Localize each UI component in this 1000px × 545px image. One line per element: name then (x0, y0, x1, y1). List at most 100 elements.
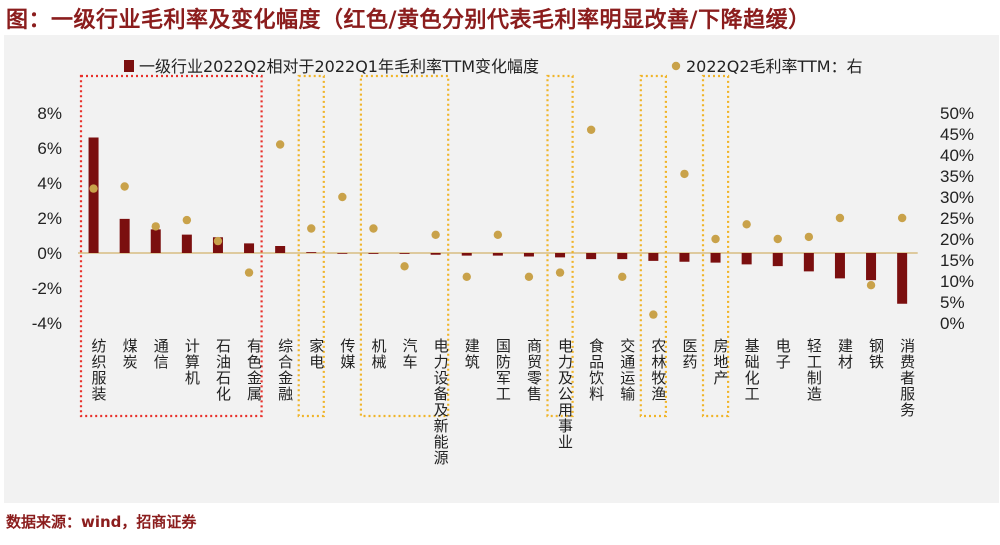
bar (586, 253, 597, 260)
left-axis-tick-label: -2% (32, 279, 62, 298)
bar (399, 253, 410, 254)
scatter-point (866, 281, 876, 290)
legend-dot-swatch (671, 61, 681, 71)
scatter-point (742, 220, 751, 229)
category-label: 家电 (307, 338, 325, 370)
category-label: 计算机 (183, 338, 201, 386)
figure-title: 图：一级行业毛利率及变化幅度（红色/黄色分别代表毛利率明显改善/下降趋缓） (6, 8, 811, 33)
bar (679, 253, 690, 262)
bar (275, 246, 286, 253)
scatter-point (338, 192, 347, 202)
scatter-point (431, 230, 440, 239)
bar (337, 253, 348, 254)
category-label: 交通运输 (618, 337, 636, 402)
legend-bar-label: 一级行业2022Q2相对于2022Q1年毛利率TTM变化幅度 (139, 57, 539, 76)
scatter-point (307, 224, 316, 233)
left-axis-tick-label: 8% (37, 104, 62, 123)
right-axis-tick-label: 20% (940, 230, 974, 249)
scatter-point (151, 222, 160, 231)
category-label: 商贸零售 (525, 338, 543, 402)
source-note: 数据来源：wind，招商证券 (6, 513, 197, 531)
right-axis-tick-label: 10% (940, 272, 974, 291)
scatter-point (275, 140, 285, 149)
right-axis-tick-label: 50% (940, 104, 974, 123)
scatter-point (89, 184, 98, 193)
category-label: 传媒 (338, 338, 356, 370)
legend-bar-swatch (124, 60, 134, 72)
right-axis-tick-label: 25% (940, 209, 974, 228)
bar (461, 253, 472, 256)
category-label: 有色金属 (245, 338, 263, 402)
right-axis-tick-label: 0% (940, 314, 965, 333)
scatter-point (586, 125, 596, 134)
right-axis-tick-label: 15% (940, 251, 974, 270)
category-label: 房地产 (712, 338, 730, 386)
slowing-decline-highlight-box (546, 74, 574, 418)
bar (88, 137, 99, 253)
category-label: 钢铁 (867, 338, 885, 370)
scatter-point (400, 262, 409, 271)
category-label: 通信 (152, 338, 170, 370)
bar (710, 253, 721, 263)
bar (306, 252, 317, 253)
category-label: 基础化工 (743, 338, 761, 402)
category-label: 电力设备及新能源 (432, 338, 450, 466)
slowing-decline-highlight-box (359, 74, 450, 418)
bar (244, 243, 255, 253)
scatter-point (711, 234, 720, 244)
right-axis-tick-label: 35% (940, 167, 974, 186)
category-label: 农林牧渔 (649, 338, 667, 402)
left-axis-tick-label: -4% (32, 314, 62, 333)
right-axis-tick-label: 40% (940, 146, 974, 165)
right-axis-tick-label: 45% (940, 125, 974, 144)
category-label: 建筑 (463, 338, 481, 370)
scatter-point (493, 230, 503, 239)
bar (803, 253, 814, 272)
category-label: 医药 (680, 338, 698, 370)
bar (617, 253, 628, 260)
bar (181, 234, 192, 253)
left-axis-tick-label: 2% (37, 209, 62, 228)
scatter-point (244, 268, 254, 277)
bar (119, 218, 130, 253)
slowing-decline-highlight-box (701, 74, 730, 418)
improvement-highlight-box (79, 74, 263, 418)
scatter-point (773, 234, 782, 244)
scatter-point (804, 232, 814, 242)
right-axis-tick-label: 5% (940, 293, 965, 312)
bar (866, 253, 877, 281)
scatter-point (462, 272, 471, 281)
slowing-decline-highlight-box (297, 74, 325, 418)
bar (430, 253, 441, 255)
bar (741, 253, 752, 265)
category-label: 综合金融 (276, 338, 294, 402)
scatter-point (835, 213, 845, 223)
category-label: 电力及公用事业 (556, 338, 574, 450)
slowing-decline-highlight-box (639, 74, 667, 418)
category-label: 建材 (836, 338, 854, 370)
bar (492, 253, 503, 256)
category-label: 煤炭 (121, 338, 139, 370)
bar (772, 253, 783, 267)
chart-panel (4, 35, 999, 503)
scatter-point (555, 268, 565, 277)
right-axis-tick-label: 30% (940, 188, 974, 207)
bar (555, 253, 566, 258)
scatter-point (369, 224, 378, 233)
scatter-point (182, 215, 192, 225)
left-axis-tick-label: 4% (37, 174, 62, 193)
category-label: 消费者服务 (898, 338, 916, 418)
category-label: 食品饮料 (587, 338, 605, 402)
left-axis-tick-label: 0% (37, 244, 62, 263)
category-label: 纺织服装 (90, 338, 108, 402)
category-label: 轻工制造 (805, 338, 823, 402)
bar (897, 253, 908, 304)
scatter-point (897, 213, 907, 223)
category-label: 汽车 (401, 338, 419, 370)
legend-dot-label: 2022Q2毛利率TTM：右 (686, 57, 863, 76)
scatter-point (618, 272, 627, 281)
bar (368, 253, 379, 254)
bar (834, 253, 845, 279)
